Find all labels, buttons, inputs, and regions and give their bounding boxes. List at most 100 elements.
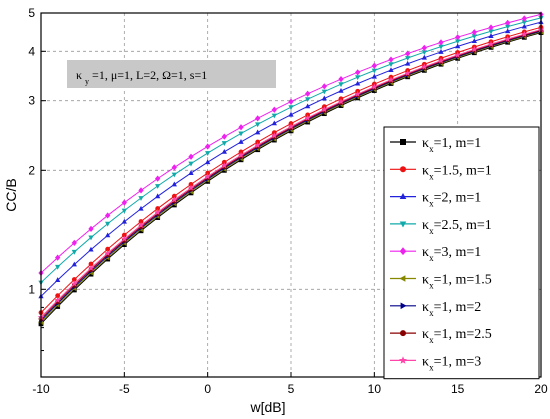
- data-point: [138, 187, 144, 194]
- legend-label: κx=1, m=3: [422, 354, 481, 372]
- data-point: [137, 221, 145, 229]
- data-point: [121, 218, 127, 224]
- data-point: [421, 63, 428, 70]
- data-point: [205, 143, 211, 150]
- data-point: [471, 46, 478, 53]
- data-point: [271, 132, 278, 139]
- data-point: [338, 87, 344, 93]
- data-point: [105, 212, 111, 219]
- legend-label-main: κ: [422, 354, 429, 369]
- legend-label-sub: x: [429, 199, 434, 209]
- data-point: [405, 60, 411, 66]
- legend-label-sub: x: [429, 335, 434, 345]
- legend-item: κx=1, m=3: [390, 354, 481, 372]
- data-point: [288, 98, 294, 105]
- data-point: [88, 225, 94, 232]
- data-point: [400, 330, 406, 337]
- data-point: [238, 131, 244, 137]
- data-point: [155, 175, 161, 182]
- legend-item: κx=1.5, m=1: [390, 163, 492, 181]
- data-point: [421, 54, 427, 60]
- data-point: [355, 75, 361, 81]
- legend-label-main: κ: [422, 245, 429, 260]
- data-point: [454, 51, 461, 58]
- legend-label-rest: =1, m=1: [434, 136, 482, 151]
- data-point: [87, 264, 95, 271]
- legend-label-rest: =3, m=1: [434, 245, 482, 260]
- legend-label-rest: =1, m=3: [434, 354, 482, 369]
- data-point: [188, 170, 194, 175]
- data-point: [88, 235, 94, 241]
- series-9: [37, 26, 545, 320]
- data-point: [287, 123, 295, 130]
- legend-label-sub: x: [429, 226, 434, 236]
- data-point: [171, 193, 177, 199]
- data-point: [188, 161, 194, 167]
- data-point: [55, 293, 61, 299]
- data-point: [54, 296, 61, 303]
- annotation-rest: =1, μ=1, L=2, Ω=1, s=1: [92, 68, 207, 82]
- data-point: [421, 50, 427, 56]
- x-tick-label: 20: [534, 382, 548, 396]
- data-point: [504, 35, 511, 42]
- data-point: [487, 40, 495, 47]
- data-point: [288, 111, 294, 117]
- data-point: [438, 39, 444, 46]
- data-point: [188, 181, 194, 187]
- data-point: [121, 235, 128, 242]
- data-point: [71, 277, 77, 282]
- data-point: [155, 184, 161, 189]
- x-tick-label: 5: [288, 382, 295, 396]
- data-point: [105, 232, 111, 238]
- legend-label-sub: x: [429, 253, 434, 263]
- data-point: [388, 62, 394, 68]
- data-point: [121, 208, 127, 214]
- data-point: [355, 69, 361, 76]
- legend-label: κx=2, m=1: [422, 191, 481, 209]
- data-point: [187, 184, 195, 191]
- legend-label-sub: x: [429, 171, 434, 181]
- data-point: [521, 30, 528, 37]
- data-point: [55, 264, 61, 270]
- data-point: [388, 67, 394, 72]
- data-point: [400, 166, 406, 173]
- data-point: [488, 24, 494, 31]
- data-point: [288, 105, 294, 111]
- data-point: [154, 208, 161, 215]
- data-point: [138, 205, 144, 211]
- data-point: [438, 44, 444, 50]
- data-point: [321, 95, 327, 101]
- data-point: [104, 249, 111, 256]
- legend-label-main: κ: [422, 327, 429, 342]
- data-point: [321, 89, 327, 95]
- legend-label-main: κ: [422, 218, 429, 233]
- data-point: [271, 106, 277, 113]
- y-tick-label: 4: [28, 44, 35, 58]
- data-point: [221, 133, 227, 140]
- data-point: [455, 39, 461, 45]
- data-point: [404, 69, 411, 76]
- data-point: [205, 151, 211, 156]
- legend-label-rest: =1, m=2: [434, 300, 482, 315]
- data-point: [455, 43, 461, 49]
- data-point: [271, 113, 277, 119]
- legend-label: κx=1, m=2.5: [422, 327, 492, 345]
- legend-label-main: κ: [422, 191, 429, 206]
- legend-label-sub: x: [429, 281, 434, 291]
- legend-label-rest: =1, m=1.5: [434, 273, 492, 288]
- data-point: [505, 19, 511, 27]
- data-point: [121, 232, 127, 238]
- data-point: [405, 56, 411, 61]
- data-point: [505, 28, 511, 34]
- data-point: [321, 106, 328, 113]
- x-tick-label: 15: [451, 382, 465, 396]
- legend-item: κx=1, m=2: [390, 300, 481, 318]
- data-point: [399, 193, 407, 199]
- data-point: [221, 141, 227, 146]
- data-point: [405, 50, 411, 57]
- data-point: [88, 246, 94, 252]
- data-point: [338, 82, 344, 88]
- data-point: [71, 261, 77, 267]
- series-4: [38, 15, 544, 286]
- data-point: [371, 83, 378, 90]
